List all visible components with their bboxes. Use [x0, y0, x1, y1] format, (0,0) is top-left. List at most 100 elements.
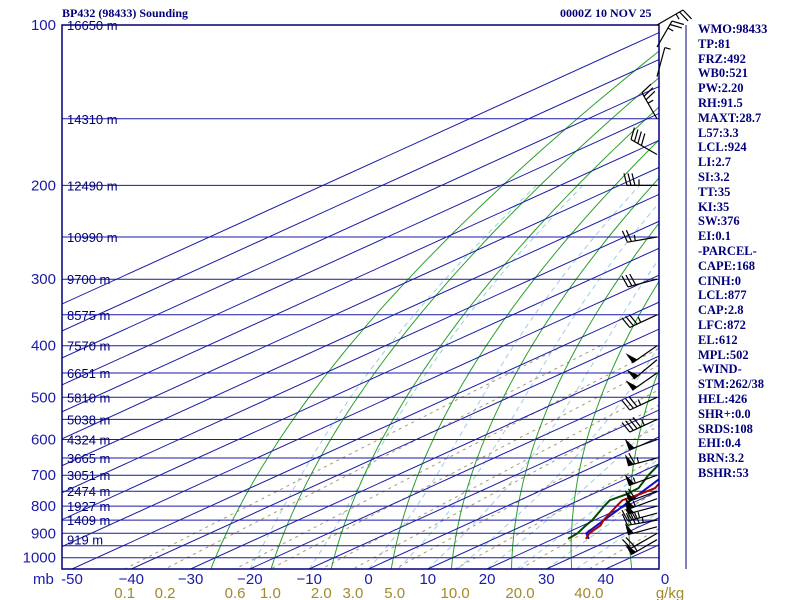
plot-frame: [61, 24, 660, 570]
wind-barb-half: [664, 47, 671, 50]
moist-adiabat: [249, 185, 538, 569]
wind-barb: [624, 474, 658, 487]
wind-barb: [624, 452, 658, 467]
dry-adiabat: [270, 77, 659, 569]
wind-barb: [624, 488, 658, 502]
wind-barb-shaft: [627, 519, 658, 526]
wind-barb-feather: [633, 511, 640, 524]
wind-barb-half: [637, 511, 641, 519]
pressure-tick-label: 600: [31, 432, 56, 449]
pressure-tick-label: 300: [31, 271, 56, 288]
index-item: CINH:0: [698, 273, 742, 288]
wind-barb: [625, 345, 658, 364]
wind-barb-feather: [629, 512, 636, 525]
isotherm: [249, 382, 659, 569]
index-item: CAPE:168: [698, 258, 755, 273]
wind-barb: [656, 47, 671, 77]
index-item: RH:91.5: [698, 95, 743, 110]
temperature-trace: [585, 482, 659, 540]
height-label: 3051 m: [67, 468, 110, 483]
wind-barb-feather: [630, 127, 635, 140]
wind-barb-flag: [624, 523, 634, 535]
mixing-ratio-label: 0.2: [155, 585, 176, 600]
mixing-ratio-label: 0.6: [225, 585, 246, 600]
mixing-ratio-line: [270, 364, 659, 569]
height-label: 8575 m: [67, 308, 110, 323]
wind-barb-feather: [628, 396, 638, 407]
mixing-ratio-label: 0.1: [114, 585, 135, 600]
index-item: CAP:2.8: [698, 303, 744, 318]
height-label: 7570 m: [67, 339, 110, 354]
wind-barb-shaft: [627, 505, 658, 515]
wind-barb-flag: [625, 544, 637, 555]
wind-barb-feather: [628, 418, 638, 430]
wind-barb: [626, 359, 658, 380]
index-item: WMO:98433: [698, 22, 768, 36]
wind-barb-feather: [645, 90, 656, 101]
height-label: 9700 m: [67, 272, 110, 287]
wind-barb-flag: [624, 490, 635, 502]
wind-barb-feather: [625, 229, 632, 242]
index-item: PW:2.20: [698, 81, 744, 96]
wind-barb-feather: [621, 538, 632, 549]
temperature-tick-label: 0: [364, 571, 372, 588]
height-label: 1409 m: [67, 513, 110, 528]
wind-barb: [656, 20, 685, 48]
wind-barb-shaft: [627, 278, 658, 288]
wind-barb-half: [667, 27, 674, 32]
wind-barb: [624, 438, 658, 451]
wind-barb-feather: [679, 11, 689, 22]
temperature-tick-label: −30: [178, 571, 203, 588]
wind-barb-flag: [624, 438, 635, 450]
temperature-tick-label: 20: [479, 571, 496, 588]
temperature-tick-label: −10: [296, 571, 321, 588]
index-item: FRZ:492: [698, 51, 746, 66]
mixing-ratio-unit: g/kg: [656, 585, 684, 600]
wind-barb-flag: [626, 369, 639, 379]
temperature-tick-label: -50: [61, 571, 83, 588]
pressure-tick-label: 400: [31, 338, 56, 355]
wind-barb-half: [632, 477, 636, 484]
index-item: EI:0.1: [698, 229, 731, 244]
index-item: BSHR:53: [698, 465, 749, 480]
wind-barb-feather: [669, 23, 683, 29]
index-item: MAXT:28.7: [698, 110, 762, 125]
temperature-tick-label: −40: [119, 571, 144, 588]
wind-barb-shaft: [630, 532, 658, 549]
wind-barb-shaft: [627, 526, 658, 536]
isotherm: [308, 409, 659, 569]
parcel-trace: [585, 477, 659, 540]
moist-adiabat: [368, 185, 640, 569]
wind-barb: [656, 9, 693, 26]
wind-barb-feather: [682, 9, 693, 20]
wind-barb: [630, 127, 658, 155]
wind-barb-feather: [671, 20, 685, 26]
temperature-tick-label: 0: [661, 571, 669, 588]
wind-barb-feather: [643, 87, 654, 97]
wind-barb-feather: [629, 273, 637, 286]
wind-barb-shaft: [641, 92, 658, 120]
index-item: EL:612: [698, 332, 738, 347]
mixing-ratio-label: 40.0: [574, 585, 603, 600]
index-item: MPL:502: [698, 347, 749, 362]
index-item: LI:2.7: [698, 155, 731, 170]
wind-barb-feather: [625, 315, 634, 327]
moist-adiabat: [457, 345, 659, 569]
temperature-tick-label: 30: [538, 571, 555, 588]
mixing-ratio-line: [454, 456, 659, 569]
wind-barb-feather: [625, 420, 634, 431]
dry-adiabat: [330, 106, 659, 569]
isotherm: [190, 355, 659, 569]
index-item: SW:376: [698, 214, 740, 229]
wind-barb-feather: [625, 398, 634, 409]
wind-barb: [624, 497, 658, 510]
pressure-tick-label: 1000: [23, 550, 56, 567]
wind-barb-feather: [631, 173, 636, 186]
wind-barb-feather: [625, 274, 633, 287]
wind-barb-feather: [640, 133, 646, 146]
valid-time: 0000Z 10 NOV 25: [560, 6, 652, 20]
moist-adiabat: [427, 258, 659, 569]
isotherm: [62, 112, 659, 386]
index-item: WB0:521: [698, 66, 748, 81]
